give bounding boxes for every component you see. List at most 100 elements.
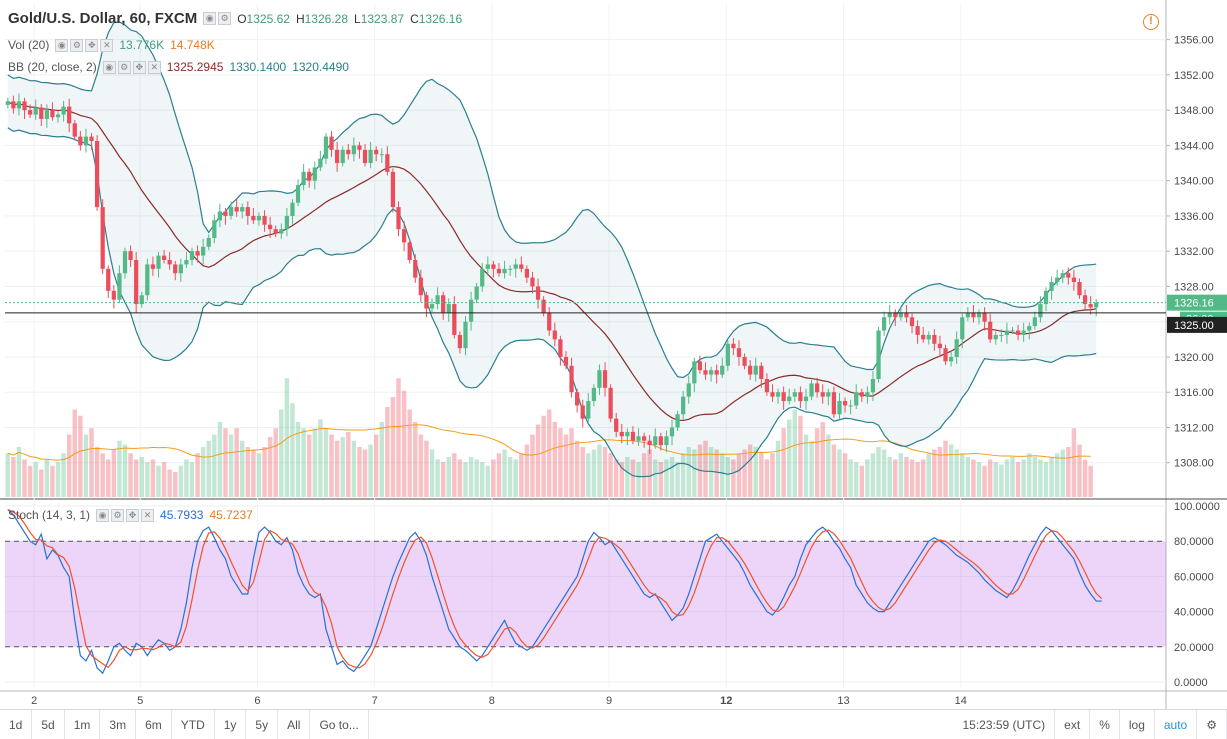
candle-body [301,171,306,186]
candle-body [1043,290,1049,305]
volume-bar [200,447,206,497]
candle-body [100,207,105,269]
volume-bar [284,378,290,497]
volume-bar [340,437,345,497]
volume-bar [1077,444,1082,497]
candle-body [675,414,680,428]
range-6m[interactable]: 6m [136,709,172,739]
volume-bar [89,428,94,497]
candle-body [195,251,200,256]
candle-body [842,401,848,406]
stoch-tick-label: 80.0000 [1174,536,1214,548]
volume-bar [881,449,887,497]
candle-body [256,215,262,221]
volume-bar [228,434,234,497]
volume-bar [781,428,786,497]
candle-body [457,334,463,349]
volume-bar [1021,459,1026,497]
range-1y[interactable]: 1y [215,709,247,739]
candle-body [787,396,792,402]
volume-bar [798,415,803,497]
volume-bar [50,465,55,497]
symbol-title[interactable]: Gold/U.S. Dollar, 60, FXCM [8,10,198,27]
volume-bar [27,465,33,497]
volume-bar [44,459,50,497]
crosshair-price-text: 1325.00 [1174,320,1214,332]
candle-body [234,207,239,212]
stoch-buttons[interactable]: ◉ ⚙ ✥ ✕ [96,508,155,522]
volume-bar [831,444,837,497]
bb-legend: BB (20, close, 2) ◉ ⚙ ✥ ✕ 1325.2945 1330.14… [8,60,349,74]
candle-body [764,379,770,393]
volume-bar [1060,449,1065,497]
close-icon: ✕ [141,508,155,522]
auto-toggle[interactable]: auto [1155,709,1198,739]
settings-gear-icon[interactable]: ⚙ [1197,709,1227,739]
candle-body [139,295,144,305]
settings-icon: ⚙ [70,38,84,52]
bb-upper-line [7,21,1097,379]
vol-buttons[interactable]: ◉ ⚙ ✥ ✕ [55,38,114,52]
candle-body [725,343,730,366]
volume-bar [195,453,200,497]
settings-icon: ⚙ [218,12,232,25]
stoch-label[interactable]: Stoch (14, 3, 1) [8,508,91,522]
candle-body [697,361,703,371]
percent-toggle[interactable]: % [1090,709,1120,739]
volume-bar [982,465,987,497]
volume-bar [379,422,384,497]
candle-body [815,383,820,393]
bb-buttons[interactable]: ◉ ⚙ ✥ ✕ [102,60,161,74]
candle-body [485,264,490,269]
range-1d[interactable]: 1d [0,709,33,739]
range-5y[interactable]: 5y [246,709,279,739]
volume-bar [22,459,27,497]
candle-body [770,392,775,397]
range-3m[interactable]: 3m [100,709,137,739]
price-tick-label: 1320.00 [1174,352,1214,364]
utc-clock[interactable]: 15:23:59 (UTC) [953,709,1056,739]
candle-body [1027,326,1032,331]
candle-body [418,277,423,296]
volume-bar [675,462,680,497]
candle-body [67,106,72,124]
candle-body [519,264,524,269]
log-toggle[interactable]: log [1120,709,1155,739]
ext-toggle[interactable]: ext [1055,709,1091,739]
candle-body [882,317,887,331]
candle-body [240,207,245,212]
candle-body [145,264,150,296]
volume-bar [452,453,457,497]
candle-body [541,299,546,313]
candle-body [212,220,217,238]
candle-body [530,277,535,287]
candle-body [11,101,16,109]
candle-body [686,383,691,397]
vol-label[interactable]: Vol (20) [8,38,50,52]
volume-bar [11,457,16,497]
stoch-tick-label: 20.0000 [1174,642,1214,654]
symbol-buttons[interactable]: ◉ ⚙ [203,12,232,25]
candle-body [424,295,429,309]
candle-body [563,356,569,366]
range-5d[interactable]: 5d [32,709,65,739]
volume-bar [396,378,401,497]
candle-body [134,260,139,305]
candle-body [150,264,156,269]
volume-bar [329,434,334,497]
candle-body [893,312,898,318]
range-1m[interactable]: 1m [65,709,101,739]
bb-label[interactable]: BB (20, close, 2) [8,60,97,74]
range-all[interactable]: All [278,709,311,739]
ohlc-close: C1326.16 [410,11,463,26]
volume-bar [117,440,122,497]
volume-bar [184,459,189,497]
goto-button[interactable]: Go to... [310,709,369,739]
candle-body [915,326,920,335]
volume-bar [932,449,937,497]
candle-body [78,136,83,146]
alert-icon[interactable]: ! [1143,14,1159,30]
range-ytd[interactable]: YTD [172,709,215,739]
